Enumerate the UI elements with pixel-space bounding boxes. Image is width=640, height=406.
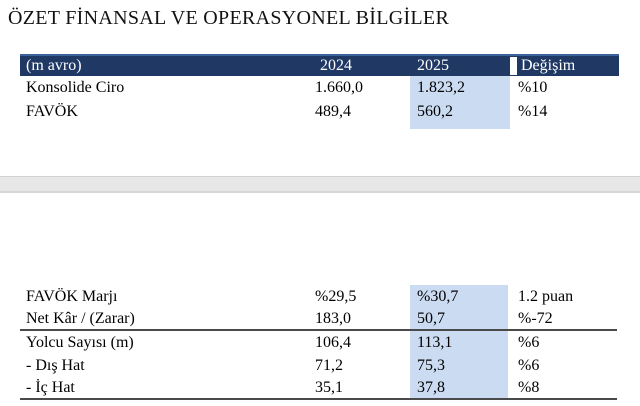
value-change: %10 [518, 79, 548, 96]
table-header-row: (m avro) 2024 2025 Değişim [20, 54, 619, 76]
page-title: ÖZET FİNANSAL VE OPERASYONEL BİLGİLER [8, 7, 450, 29]
highlight-2025-column-top [410, 76, 510, 129]
value-2025: 50,7 [417, 309, 445, 327]
table-row-favok: FAVÖK 489,4 560,2 %14 [20, 100, 619, 124]
value-2024: 1.660,0 [315, 79, 363, 96]
summary-table-bottom: FAVÖK Marjı %29,5 %30,7 1.2 puan Net Kâr… [20, 285, 617, 400]
value-2025: %30,7 [417, 287, 459, 305]
row-label: Yolcu Sayısı (m) [26, 333, 134, 351]
table-row-dis-hat: - Dış Hat 71,2 75,3 %6 [20, 354, 617, 377]
summary-table-top: (m avro) 2024 2025 Değişim Konsolide Cir… [20, 54, 619, 124]
table-row-yolcu-sayisi: Yolcu Sayısı (m) 106,4 113,1 %6 [20, 331, 617, 354]
table-row-konsolide-ciro: Konsolide Ciro 1.660,0 1.823,2 %10 [20, 76, 619, 100]
value-change: %6 [518, 333, 540, 351]
row-label: FAVÖK [26, 103, 78, 120]
value-2024: 71,2 [315, 356, 343, 374]
value-change: %-72 [518, 309, 553, 327]
value-2024: 183,0 [315, 309, 351, 327]
table-row-net-kar: Net Kâr / (Zarar) 183,0 50,7 %-72 [20, 308, 617, 331]
header-cell-2025: 2025 [417, 57, 449, 74]
table-row-favok-marji: FAVÖK Marjı %29,5 %30,7 1.2 puan [20, 285, 617, 308]
value-change: %6 [518, 356, 540, 374]
value-2024: %29,5 [315, 287, 357, 305]
value-change: 1.2 puan [518, 287, 574, 305]
highlight-2025-column-bottom [410, 285, 508, 398]
value-2024: 106,4 [315, 333, 351, 351]
table-row-ic-hat: - İç Hat 35,1 37,8 %8 [20, 377, 617, 400]
value-2024: 489,4 [315, 103, 351, 120]
header-cell-unit: (m avro) [26, 57, 82, 74]
row-label: - İç Hat [26, 378, 75, 396]
value-2025: 560,2 [417, 103, 453, 120]
value-change: %8 [518, 378, 540, 396]
value-change: %14 [518, 103, 548, 120]
row-label: FAVÖK Marjı [26, 287, 118, 305]
header-cell-2024: 2024 [320, 57, 352, 74]
value-2025: 1.823,2 [417, 79, 465, 96]
row-label: Net Kâr / (Zarar) [26, 309, 135, 327]
value-2025: 37,8 [417, 378, 445, 396]
value-2024: 35,1 [315, 378, 343, 396]
row-label: Konsolide Ciro [26, 79, 125, 96]
value-2025: 75,3 [417, 356, 445, 374]
row-label: - Dış Hat [26, 356, 85, 374]
header-cell-degisim: Değişim [510, 57, 619, 75]
value-2025: 113,1 [417, 333, 453, 351]
section-divider [0, 176, 640, 193]
